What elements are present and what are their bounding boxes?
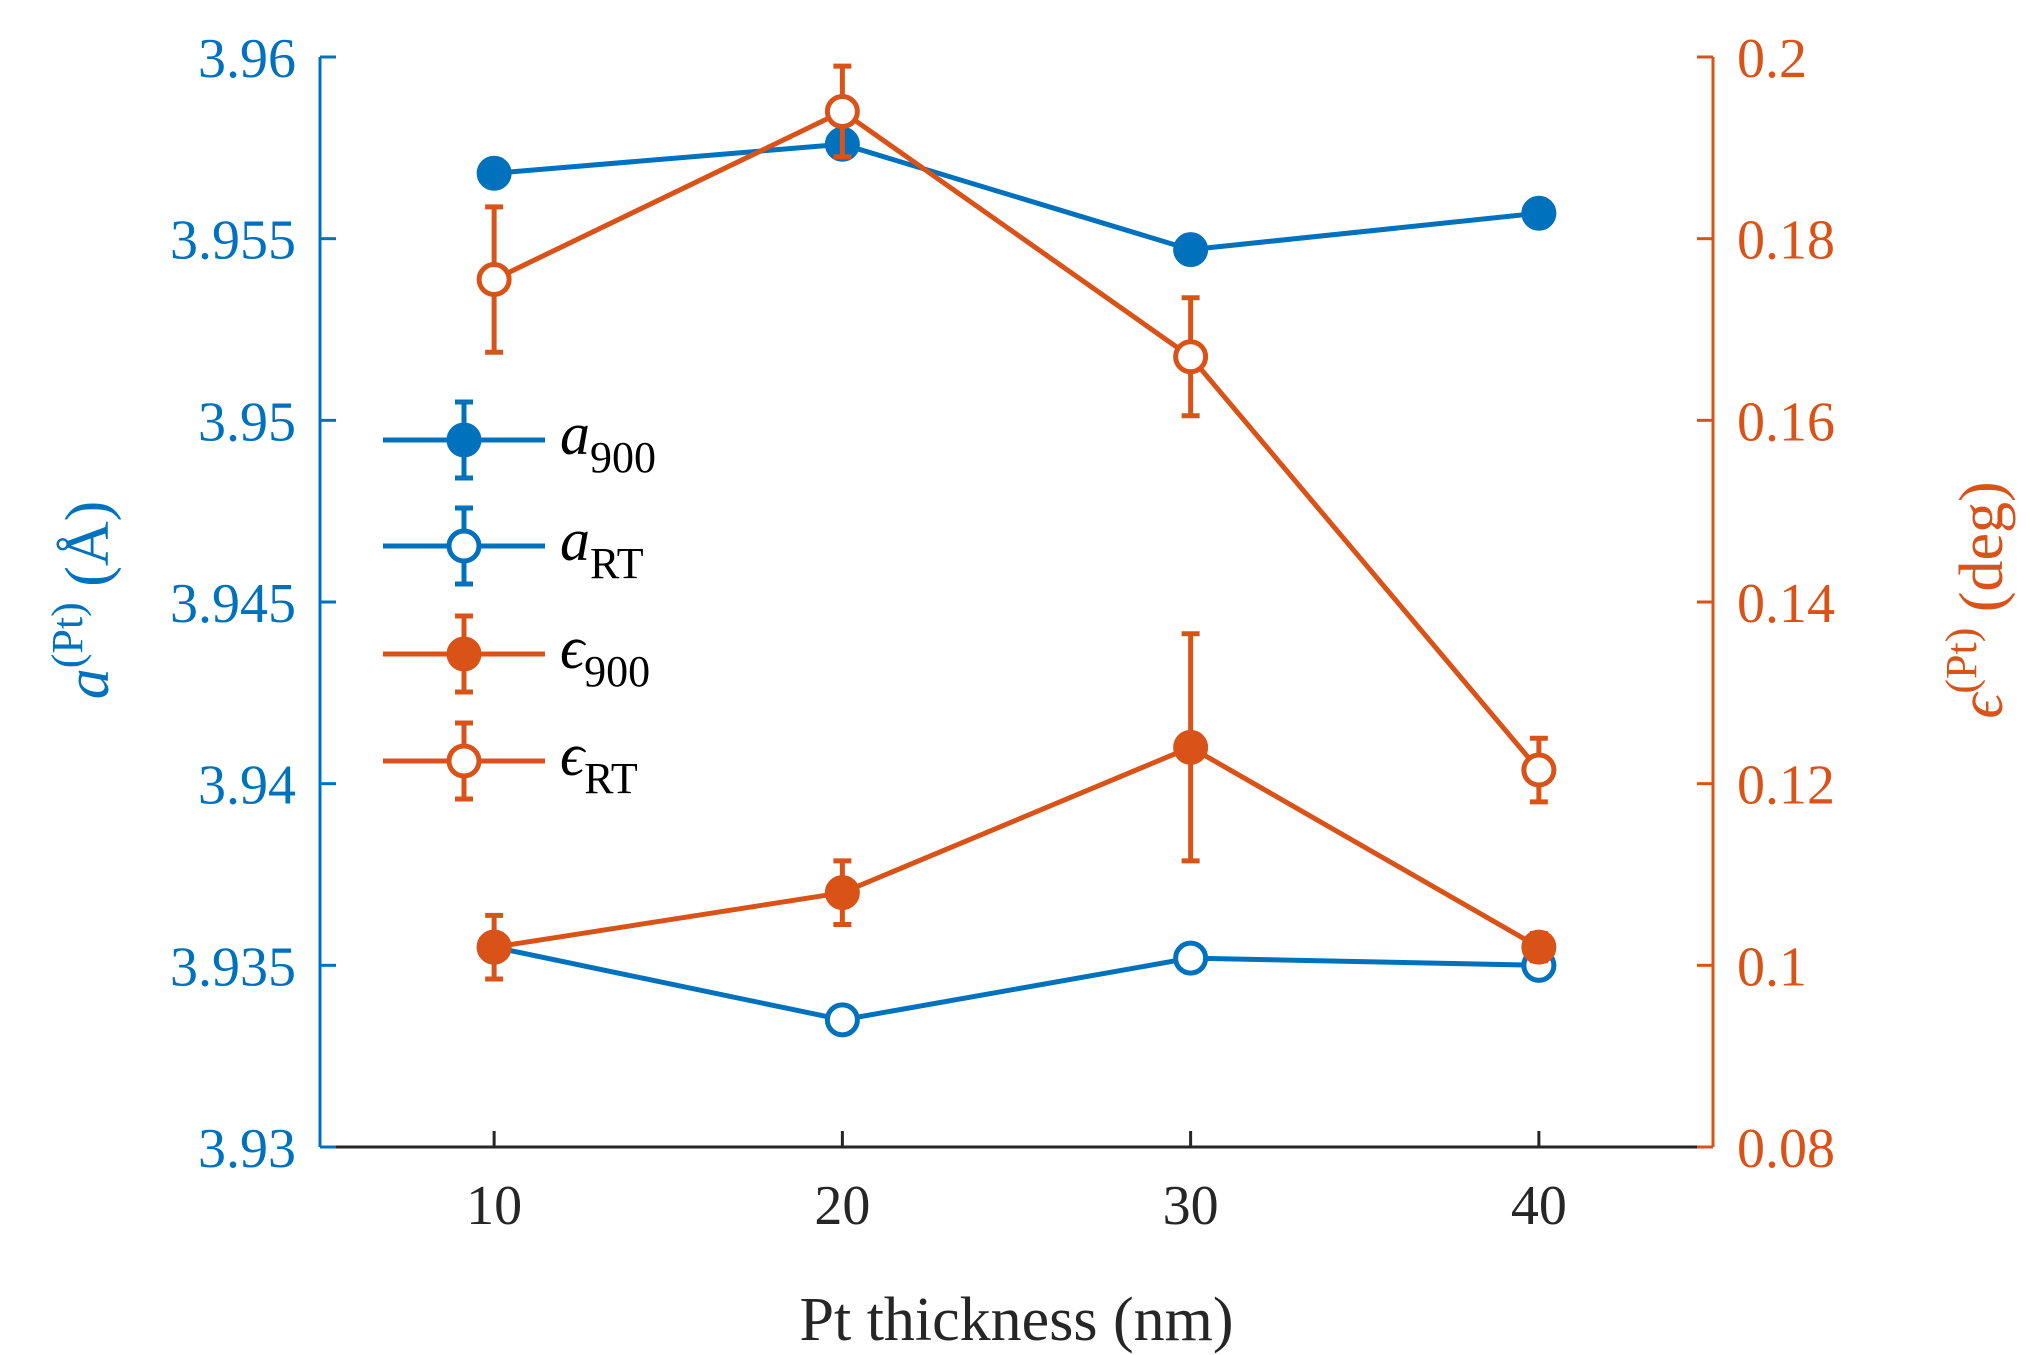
legend-marker-aRT (446, 528, 482, 564)
right-y-tick-label: 0.12 (1737, 755, 1835, 817)
x-tick-label: 10 (466, 1175, 522, 1237)
left-y-tick-label: 3.935 (170, 936, 296, 998)
legend-label-e900: ϵ900 (560, 615, 650, 696)
plot-marks (476, 63, 1557, 1038)
left-y-axis-label: a(Pt) (Å) (43, 501, 122, 700)
data-point-eRT (476, 262, 512, 298)
series-line-aRT (493, 944, 1539, 1023)
legend-label-aRT: aRT (560, 507, 644, 588)
legend-symbol-a900: a (560, 401, 590, 467)
legend-subscript-aRT: RT (590, 539, 644, 588)
right-y-axis-symbol: ϵ (1948, 692, 2016, 719)
data-point-eRT (824, 94, 860, 129)
data-point-e900 (1521, 929, 1557, 965)
legend-marker-eRT (446, 743, 482, 779)
right-y-axis-label: ϵ(Pt) (deg) (1937, 481, 2016, 718)
left-y-axis-label-text: a(Pt) (Å) (43, 501, 122, 700)
data-point-e900 (824, 875, 860, 911)
left-y-tick-label: 3.96 (198, 28, 296, 90)
right-y-tick-label: 0.18 (1737, 210, 1835, 272)
left-y-axis-superscript: (Pt) (43, 602, 92, 668)
data-point-aRT (824, 1002, 860, 1038)
right-y-axis-label-text: ϵ(Pt) (deg) (1937, 481, 2016, 718)
data-point-a900 (476, 155, 512, 191)
data-point-e900 (476, 929, 512, 965)
x-axis-label: Pt thickness (nm) (800, 1286, 1234, 1354)
right-y-axis-unit: (deg) (1948, 481, 2016, 627)
data-point-a900 (1173, 232, 1209, 268)
legend-label-a900: a900 (560, 401, 656, 482)
legend-subscript-e900: 900 (584, 647, 650, 696)
right-y-tick-label: 0.14 (1737, 573, 1835, 635)
series-line-e900 (493, 744, 1541, 950)
data-point-e900 (1173, 729, 1209, 765)
left-y-tick-label: 3.945 (170, 573, 296, 635)
legend-symbol-e900: ϵ (560, 615, 587, 681)
data-point-eRT (1173, 339, 1209, 375)
x-tick-label: 40 (1511, 1175, 1567, 1237)
right-y-tick-label: 0.08 (1737, 1118, 1835, 1180)
right-y-axis-superscript: (Pt) (1937, 628, 1986, 694)
series-line-a900 (493, 141, 1540, 253)
right-y-tick-label: 0.2 (1737, 28, 1807, 90)
legend-marker-a900 (446, 422, 482, 458)
legend-symbol-eRT: ϵ (560, 722, 587, 788)
axes: 10 20 30 40 3.93 3.935 3.94 3.945 3.95 3.955 3.96 0… (43, 28, 2016, 1354)
legend-symbol-aRT: a (560, 507, 590, 573)
left-y-axis-unit: (Å) (54, 501, 122, 603)
legend-subscript-a900: 900 (590, 433, 656, 482)
left-y-tick-label: 3.955 (170, 210, 296, 272)
series-line-eRT (493, 109, 1541, 772)
x-tick-label: 30 (1163, 1175, 1219, 1237)
legend-label-eRT: ϵRT (560, 722, 638, 803)
data-point-aRT (1173, 940, 1209, 976)
legend-subscript-eRT: RT (584, 754, 638, 803)
right-y-tick-label: 0.16 (1737, 391, 1835, 453)
left-y-tick-label: 3.95 (198, 391, 296, 453)
left-y-tick-label: 3.93 (198, 1118, 296, 1180)
data-point-eRT (1521, 752, 1557, 788)
right-y-tick-label: 0.1 (1737, 936, 1807, 998)
left-y-tick-label: 3.94 (198, 755, 296, 817)
legend-marker-e900 (446, 636, 482, 672)
left-y-axis-symbol: a (54, 668, 122, 699)
data-point-a900 (1521, 195, 1557, 231)
x-tick-label: 20 (814, 1175, 870, 1237)
